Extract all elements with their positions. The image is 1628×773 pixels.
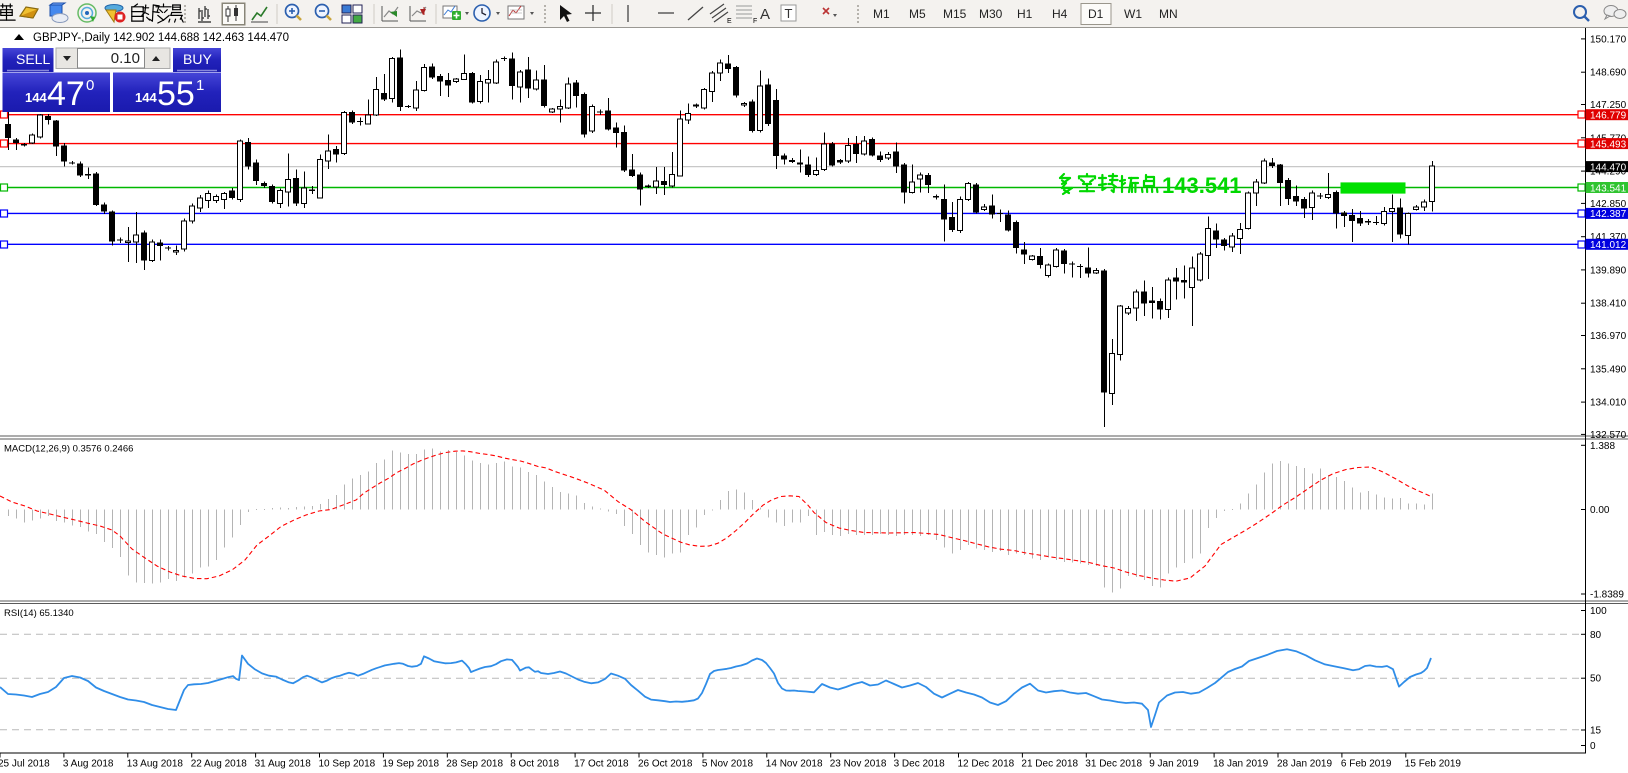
svg-text:1: 1 bbox=[196, 77, 204, 94]
svg-text:A: A bbox=[760, 6, 770, 23]
svg-text:26 Oct 2018: 26 Oct 2018 bbox=[638, 759, 693, 770]
svg-text:147.250: 147.250 bbox=[1590, 100, 1627, 111]
svg-text:136.970: 136.970 bbox=[1590, 331, 1627, 342]
svg-text:100: 100 bbox=[1590, 606, 1607, 617]
svg-text:BUY: BUY bbox=[183, 51, 212, 67]
svg-text:21 Dec 2018: 21 Dec 2018 bbox=[1021, 759, 1078, 770]
svg-text:T: T bbox=[785, 6, 793, 21]
svg-text:143.541: 143.541 bbox=[1162, 173, 1242, 198]
svg-text:28 Jan 2019: 28 Jan 2019 bbox=[1277, 759, 1332, 770]
svg-text:-1.8389: -1.8389 bbox=[1590, 590, 1624, 601]
svg-text:146.779: 146.779 bbox=[1590, 111, 1627, 122]
svg-text:W1: W1 bbox=[1124, 7, 1142, 21]
svg-text:14 Nov 2018: 14 Nov 2018 bbox=[766, 759, 823, 770]
svg-text:139.890: 139.890 bbox=[1590, 265, 1627, 276]
svg-text:MN: MN bbox=[1159, 7, 1178, 21]
svg-text:142.850: 142.850 bbox=[1590, 199, 1627, 210]
svg-text:5 Nov 2018: 5 Nov 2018 bbox=[702, 759, 754, 770]
svg-text:10 Sep 2018: 10 Sep 2018 bbox=[319, 759, 376, 770]
svg-text:RSI(14) 65.1340: RSI(14) 65.1340 bbox=[4, 608, 74, 619]
svg-text:135.490: 135.490 bbox=[1590, 364, 1627, 375]
svg-text:GBPJPY-,Daily 142.902 144.688: GBPJPY-,Daily 142.902 144.688 142.463 14… bbox=[33, 32, 289, 44]
svg-text:MACD(12,26,9) 0.3576 0.2466: MACD(12,26,9) 0.3576 0.2466 bbox=[4, 444, 133, 455]
svg-text:0: 0 bbox=[86, 77, 94, 94]
svg-text:15: 15 bbox=[1590, 726, 1602, 737]
svg-text:50: 50 bbox=[1590, 674, 1602, 685]
svg-text:22 Aug 2018: 22 Aug 2018 bbox=[191, 759, 248, 770]
svg-text:1.388: 1.388 bbox=[1590, 441, 1615, 452]
svg-text:31 Aug 2018: 31 Aug 2018 bbox=[255, 759, 312, 770]
svg-text:E: E bbox=[727, 18, 732, 25]
svg-text:55: 55 bbox=[157, 75, 195, 113]
svg-text:D1: D1 bbox=[1088, 7, 1104, 21]
svg-text:M5: M5 bbox=[909, 7, 926, 21]
svg-text:28 Sep 2018: 28 Sep 2018 bbox=[446, 759, 503, 770]
svg-text:144: 144 bbox=[135, 90, 157, 105]
svg-text:141.012: 141.012 bbox=[1590, 240, 1627, 251]
svg-text:SELL: SELL bbox=[16, 51, 50, 67]
svg-text:8 Oct 2018: 8 Oct 2018 bbox=[510, 759, 559, 770]
svg-text:80: 80 bbox=[1590, 630, 1602, 641]
svg-text:18 Jan 2019: 18 Jan 2019 bbox=[1213, 759, 1268, 770]
svg-text:23 Nov 2018: 23 Nov 2018 bbox=[830, 759, 887, 770]
svg-text:148.690: 148.690 bbox=[1590, 68, 1627, 79]
svg-text:13 Aug 2018: 13 Aug 2018 bbox=[127, 759, 184, 770]
svg-text:F: F bbox=[753, 18, 757, 25]
svg-text:9 Jan 2019: 9 Jan 2019 bbox=[1149, 759, 1199, 770]
svg-text:0.00: 0.00 bbox=[1590, 505, 1610, 516]
svg-text:12 Dec 2018: 12 Dec 2018 bbox=[958, 759, 1015, 770]
svg-text:132.570: 132.570 bbox=[1590, 430, 1627, 441]
svg-text:138.410: 138.410 bbox=[1590, 299, 1627, 310]
svg-text:M1: M1 bbox=[873, 7, 890, 21]
svg-text:0.10: 0.10 bbox=[111, 50, 140, 67]
svg-text:19 Sep 2018: 19 Sep 2018 bbox=[382, 759, 439, 770]
svg-text:25 Jul 2018: 25 Jul 2018 bbox=[0, 759, 50, 770]
svg-text:144.470: 144.470 bbox=[1590, 162, 1627, 173]
svg-text:H1: H1 bbox=[1017, 7, 1033, 21]
svg-text:6 Feb 2019: 6 Feb 2019 bbox=[1341, 759, 1392, 770]
svg-text:31 Dec 2018: 31 Dec 2018 bbox=[1085, 759, 1142, 770]
svg-text:142.387: 142.387 bbox=[1590, 209, 1627, 220]
svg-text:143.541: 143.541 bbox=[1590, 183, 1627, 194]
svg-text:M30: M30 bbox=[979, 7, 1003, 21]
svg-text:0: 0 bbox=[1590, 741, 1596, 752]
svg-text:145.493: 145.493 bbox=[1590, 139, 1627, 150]
svg-text:144: 144 bbox=[25, 90, 47, 105]
svg-text:15 Feb 2019: 15 Feb 2019 bbox=[1405, 759, 1462, 770]
svg-text:150.170: 150.170 bbox=[1590, 34, 1627, 45]
svg-text:17 Oct 2018: 17 Oct 2018 bbox=[574, 759, 629, 770]
svg-text:3 Aug 2018: 3 Aug 2018 bbox=[63, 759, 114, 770]
svg-text:M15: M15 bbox=[943, 7, 967, 21]
svg-text:H4: H4 bbox=[1052, 7, 1068, 21]
svg-text:47: 47 bbox=[47, 75, 85, 113]
svg-text:141.370: 141.370 bbox=[1590, 232, 1627, 243]
svg-text:3 Dec 2018: 3 Dec 2018 bbox=[894, 759, 946, 770]
svg-text:134.010: 134.010 bbox=[1590, 398, 1627, 409]
